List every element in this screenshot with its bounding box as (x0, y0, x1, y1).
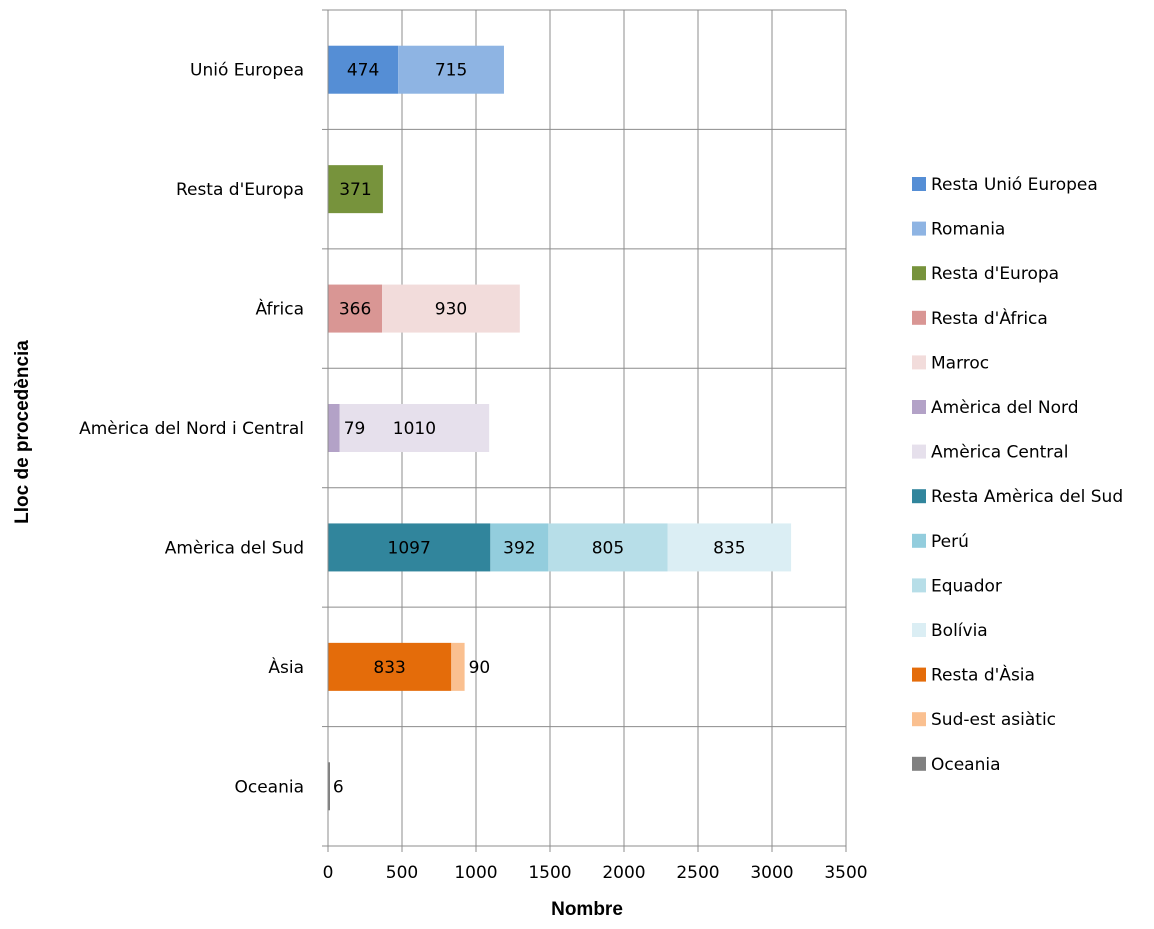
category-label: Àsia (268, 656, 304, 678)
legend-swatch-oceania (912, 756, 926, 771)
x-tick-label: 1000 (454, 863, 497, 883)
legend-label-peru: Perú (931, 532, 969, 552)
bar-segment-resta-unio-europea (328, 45, 399, 94)
x-tick-label: 1500 (528, 863, 571, 883)
category-label: Àfrica (256, 298, 305, 320)
category-label: Unió Europea (190, 61, 304, 81)
data-label: 833 (373, 658, 405, 678)
data-labels: 474 715 371 366 930 79 1010 1097 392 805 835 833 90 6 (333, 61, 746, 798)
legend-label-resta-unio-europea: Resta Unió Europea (931, 175, 1098, 195)
x-tick-label: 2000 (602, 863, 645, 883)
legend-label-resta-d-europa: Resta d'Europa (931, 264, 1059, 284)
bar-segment-equador (548, 523, 668, 572)
legend-swatch-peru (912, 533, 926, 548)
legend-swatch-resta-d-asia (912, 667, 926, 682)
legend-swatch-america-central (912, 444, 926, 459)
bar-segment-america-central (339, 404, 490, 452)
legend-swatch-bolivia (912, 623, 926, 637)
legend-label-equador: Equador (931, 576, 1002, 596)
axes: 0 500 1000 1500 2000 2500 3000 3500 Unió Europea… (79, 9, 868, 883)
data-label: 835 (713, 538, 745, 558)
legend-swatch-resta-d-europa (912, 266, 926, 281)
legend-swatch-marroc (912, 355, 926, 370)
bar-segment-peru (490, 523, 549, 572)
data-label: 392 (503, 538, 535, 558)
data-label: 715 (435, 61, 467, 81)
bar-segment-resta-america-del-sud (328, 523, 491, 572)
legend-label-oceania: Oceania (931, 755, 1001, 775)
bar-segment-romania (398, 45, 504, 94)
x-axis-title: Nombre (551, 899, 623, 920)
bar-segment-resta-d-africa (328, 284, 383, 333)
legend-swatch-resta-d-africa (912, 310, 926, 325)
legend-label-america-central: Amèrica Central (931, 443, 1068, 463)
data-label: 805 (592, 538, 624, 558)
bar-segment-marroc (382, 284, 520, 333)
data-label: 366 (339, 300, 371, 320)
data-label: 90 (469, 658, 491, 678)
data-label: 79 (344, 419, 366, 439)
legend-swatch-romania (912, 221, 926, 236)
bar-segment-oceania (328, 762, 330, 811)
data-label: 930 (435, 300, 467, 320)
category-label: Resta d'Europa (176, 180, 304, 200)
legend-swatch-resta-america-del-sud (912, 489, 926, 504)
x-tick-label: 2500 (676, 863, 719, 883)
legend: Resta Unió Europea Romania Resta d'Europa R… (912, 175, 1123, 775)
x-tick-label: 500 (386, 863, 418, 883)
data-label: 1097 (388, 538, 431, 558)
legend-label-resta-d-asia: Resta d'Àsia (931, 664, 1035, 686)
x-tick-label: 3000 (750, 863, 793, 883)
y-axis-title: Lloc de procedència (12, 340, 33, 524)
data-label: 474 (347, 61, 379, 81)
grid (327, 9, 847, 847)
legend-label-romania: Romania (931, 220, 1005, 240)
data-label: 6 (333, 777, 344, 797)
data-label: 371 (339, 180, 371, 200)
bars (328, 45, 792, 811)
bar-segment-resta-d-asia (328, 642, 452, 691)
bar-segment-sud-est-asiatic (451, 642, 465, 691)
legend-label-sud-est-asiatic: Sud-est asiàtic (931, 710, 1056, 730)
legend-label-marroc: Marroc (931, 353, 989, 373)
legend-swatch-equador (912, 578, 926, 593)
legend-swatch-sud-est-asiatic (912, 712, 926, 727)
legend-swatch-resta-unio-europea (912, 177, 926, 191)
legend-swatch-america-del-nord (912, 400, 926, 414)
bar-segment-america-del-nord (328, 404, 340, 452)
category-label: Oceania (234, 777, 304, 797)
legend-label-resta-d-africa: Resta d'Àfrica (931, 307, 1048, 329)
bar-segment-resta-d-europa (328, 165, 383, 214)
legend-label-resta-america-del-sud: Resta Amèrica del Sud (931, 487, 1123, 507)
legend-label-bolivia: Bolívia (931, 621, 988, 641)
category-label: Amèrica del Sud (165, 538, 304, 558)
category-label: Amèrica del Nord i Central (79, 419, 304, 439)
data-label: 1010 (393, 419, 436, 439)
x-tick-label: 3500 (824, 863, 867, 883)
x-tick-label: 0 (323, 863, 334, 883)
bar-segment-bolivia (667, 523, 792, 572)
legend-label-america-del-nord: Amèrica del Nord (931, 398, 1079, 418)
